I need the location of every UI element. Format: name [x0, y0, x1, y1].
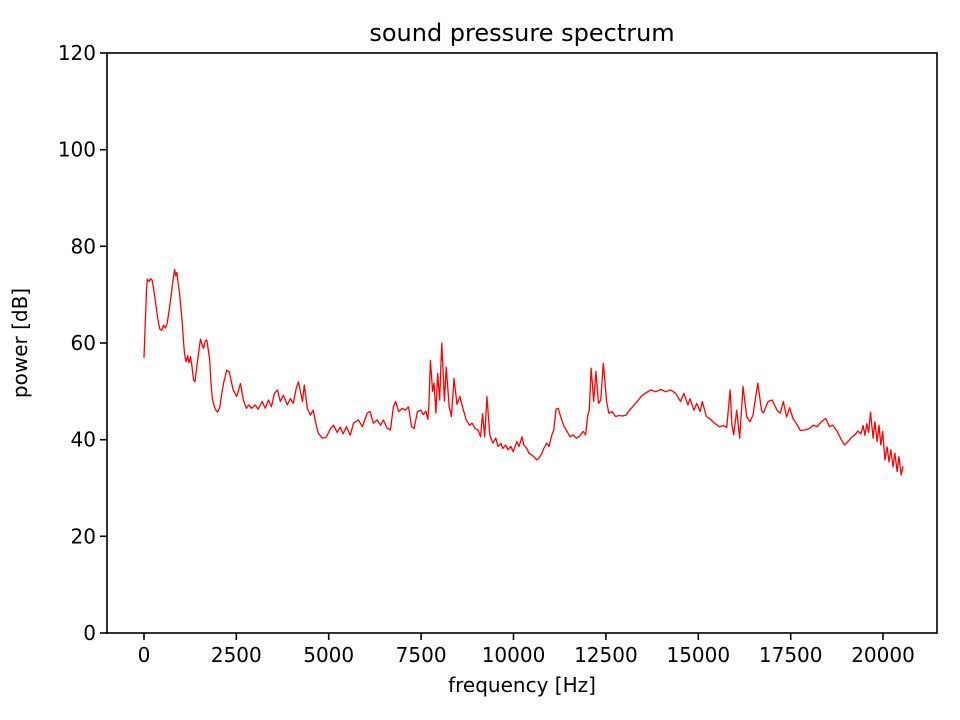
x-tick-label: 10000 [482, 643, 546, 667]
x-tick-label: 20000 [851, 643, 915, 667]
x-tick-label: 7500 [396, 643, 447, 667]
x-tick-label: 0 [138, 643, 151, 667]
y-tick-label: 40 [71, 428, 96, 452]
x-tick-label: 5000 [303, 643, 354, 667]
y-tick-label: 80 [71, 234, 96, 258]
x-tick-label: 2500 [211, 643, 262, 667]
y-tick-label: 60 [71, 331, 96, 355]
x-axis-label: frequency [Hz] [448, 673, 596, 697]
y-tick-label: 20 [71, 524, 96, 548]
y-tick-label: 120 [58, 41, 96, 65]
plot-area [106, 52, 938, 634]
spectrum-line [143, 268, 904, 476]
x-tick-label: 12500 [574, 643, 638, 667]
y-axis-label: power [dB] [8, 288, 32, 398]
chart-title: sound pressure spectrum [369, 19, 674, 47]
y-tick-label: 100 [58, 138, 96, 162]
x-tick-label: 17500 [759, 643, 823, 667]
y-axis-ticks: 0 20 40 60 80 100 120 [58, 41, 107, 645]
x-axis-ticks: 0 2500 5000 7500 10000 12500 15000 17500 20000 [138, 633, 915, 667]
y-tick-label: 0 [83, 621, 96, 645]
x-tick-label: 15000 [666, 643, 730, 667]
